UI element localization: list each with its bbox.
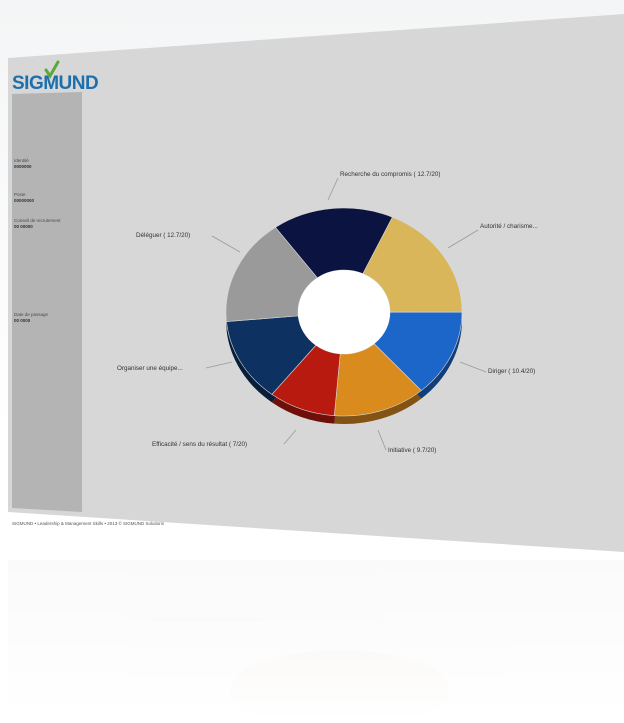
sigmund-logo: SIGMUND	[12, 60, 99, 94]
slice-label-delegation: Déléguer ( 12.7/20)	[136, 232, 190, 239]
report-footer: SIGMUND • Leadership & Management Skills…	[12, 520, 165, 526]
slice-label-directing: Diriger ( 10.4/20)	[488, 368, 535, 375]
slice-label-initiative: Initiative ( 9.7/20)	[388, 447, 436, 454]
sidebar-field-value: 0000000	[14, 164, 32, 169]
logo-text: SIGMUND	[12, 73, 98, 94]
slice-label-efficiency: Efficacité / sens du résultat ( 7/20)	[152, 441, 247, 448]
sidebar-field-value: 00000000	[14, 198, 35, 203]
slice-label-compromise: Recherche du compromis ( 12.7/20)	[340, 171, 440, 178]
sidebar-field-label: Poste	[14, 192, 26, 197]
sidebar-fields: Identité 0000000 Poste 00000000 Conseil …	[14, 158, 61, 323]
sidebar-field-label: Conseil de recrutement	[14, 218, 61, 223]
chart-labels: Recherche du compromis ( 12.7/20) Autori…	[117, 171, 538, 454]
sidebar-field-label: Date de passage	[14, 312, 49, 317]
slice-label-team: Organiser une équipe...	[117, 365, 183, 372]
slice-label-authority: Autorité / charisme...	[480, 223, 538, 230]
sidebar-field-value: 00 0000	[14, 318, 31, 323]
logo-check-icon	[44, 60, 60, 79]
reflection-whiteout	[0, 560, 624, 723]
donut-chart	[225, 207, 463, 425]
donut-hole	[298, 270, 390, 354]
sidebar-panel	[12, 92, 82, 512]
sidebar-field-value: 00 00000	[14, 224, 33, 229]
sidebar-field-label: Identité	[14, 158, 29, 163]
